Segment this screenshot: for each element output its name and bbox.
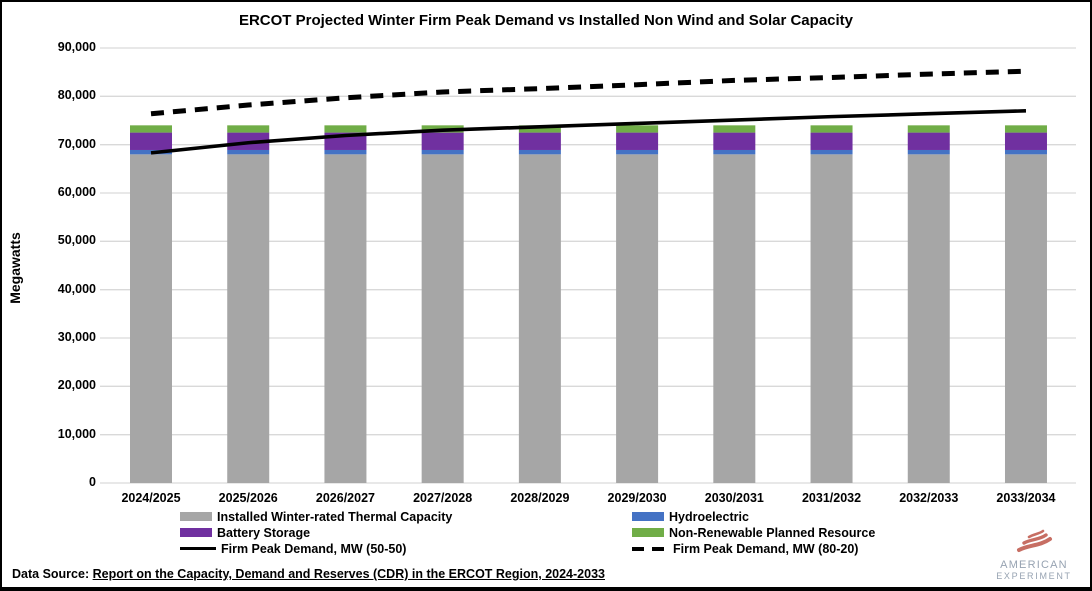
bar-segment xyxy=(421,149,464,155)
bar-segment xyxy=(907,132,950,150)
bar-segment xyxy=(130,125,172,133)
legend-item: Installed Winter-rated Thermal Capacity xyxy=(180,509,452,524)
x-axis-label: 2030/2031 xyxy=(704,491,764,505)
bar-segment xyxy=(518,149,561,155)
y-tick-label: 90,000 xyxy=(57,40,96,54)
bar-segment xyxy=(616,132,659,150)
bar-segment xyxy=(421,132,464,150)
legend-label: Firm Peak Demand, MW (50-50) xyxy=(221,541,407,556)
y-tick-label: 0 xyxy=(89,475,96,489)
bar-segment xyxy=(227,154,270,484)
legend-label: Battery Storage xyxy=(217,525,311,540)
y-tick-label: 40,000 xyxy=(57,281,96,296)
legend-item: Firm Peak Demand, MW (80-20) xyxy=(632,541,858,556)
x-axis-label: 2025/2026 xyxy=(218,491,278,505)
logo-text-line1: AMERICAN xyxy=(1000,559,1068,571)
bar-segment xyxy=(810,132,853,150)
bar-segment xyxy=(616,125,659,133)
bar-segment xyxy=(227,149,270,155)
bar-segment xyxy=(227,125,270,133)
bar-segment xyxy=(713,125,756,133)
bar-segment xyxy=(616,154,659,484)
data-source-label: Data Source: xyxy=(12,567,93,581)
bar-segment xyxy=(810,125,853,133)
bar-segment xyxy=(907,149,950,155)
y-tick-label: 80,000 xyxy=(57,88,96,103)
bar-segment xyxy=(324,125,367,133)
y-tick-label: 20,000 xyxy=(57,378,96,393)
legend-swatch xyxy=(632,512,664,521)
logo: AMERICAN EXPERIMENT xyxy=(986,528,1082,582)
bar-segment xyxy=(1004,149,1047,155)
y-tick-label: 60,000 xyxy=(57,185,96,199)
bar-segment xyxy=(810,154,853,484)
bar-segment xyxy=(324,149,367,155)
legend-swatch xyxy=(180,528,212,537)
x-axis-label: 2033/2034 xyxy=(996,491,1056,505)
bar-segment xyxy=(713,154,756,484)
bar-segment xyxy=(518,132,561,150)
chart-title: ERCOT Projected Winter Firm Peak Demand … xyxy=(238,12,854,29)
legend-item: Non-Renewable Planned Resource xyxy=(632,525,875,540)
logo-text-line2: EXPERIMENT xyxy=(996,571,1072,581)
bar-segment xyxy=(713,149,756,155)
x-axis-label: 2029/2030 xyxy=(607,491,667,505)
y-tick-label: 10,000 xyxy=(57,426,96,441)
bar-segment xyxy=(130,132,172,150)
y-tick-label: 50,000 xyxy=(57,233,96,248)
bar-segment xyxy=(907,154,950,484)
x-axis-label: 2027/2028 xyxy=(413,491,473,505)
x-axis-label: 2031/2032 xyxy=(801,491,862,505)
legend-item: Battery Storage xyxy=(180,525,310,540)
x-axis-label: 2028/2029 xyxy=(510,491,570,505)
logo-flag-icon xyxy=(1017,529,1052,552)
legend-swatch xyxy=(180,512,212,521)
bar-segment xyxy=(1004,132,1047,150)
demand-line xyxy=(150,109,1027,155)
x-axis-label: 2026/2027 xyxy=(315,491,375,505)
legend-item: Firm Peak Demand, MW (50-50) xyxy=(180,541,406,556)
y-tick-label: 30,000 xyxy=(57,330,96,344)
data-source: Data Source: Report on the Capacity, Dem… xyxy=(12,567,605,581)
x-axis-label: 2032/2033 xyxy=(899,491,959,505)
bar-segment xyxy=(1004,154,1047,484)
legend-swatch xyxy=(632,546,668,551)
bar-segment xyxy=(713,132,756,150)
legend-label: Firm Peak Demand, MW (80-20) xyxy=(673,541,859,556)
demand-line xyxy=(150,68,1027,117)
legend-swatch xyxy=(180,547,216,550)
x-axis-label: 2024/2025 xyxy=(121,491,181,505)
legend-label: Non-Renewable Planned Resource xyxy=(669,525,876,540)
y-tick-label: 70,000 xyxy=(57,136,96,151)
bar-segment xyxy=(616,149,659,155)
bar-segment xyxy=(130,154,172,484)
bar-segment xyxy=(518,125,561,133)
legend-label: Installed Winter-rated Thermal Capacity xyxy=(217,509,453,524)
bar-segment xyxy=(324,154,367,484)
legend-item: Hydroelectric xyxy=(632,509,749,524)
bar-segment xyxy=(1004,125,1047,133)
bar-segment xyxy=(907,125,950,133)
bar-segment xyxy=(810,149,853,155)
legend-label: Hydroelectric xyxy=(669,509,749,524)
legend-swatch xyxy=(632,528,664,537)
bar-segment xyxy=(421,154,464,484)
bar-segment xyxy=(518,154,561,484)
data-source-link[interactable]: Report on the Capacity, Demand and Reser… xyxy=(92,567,605,581)
